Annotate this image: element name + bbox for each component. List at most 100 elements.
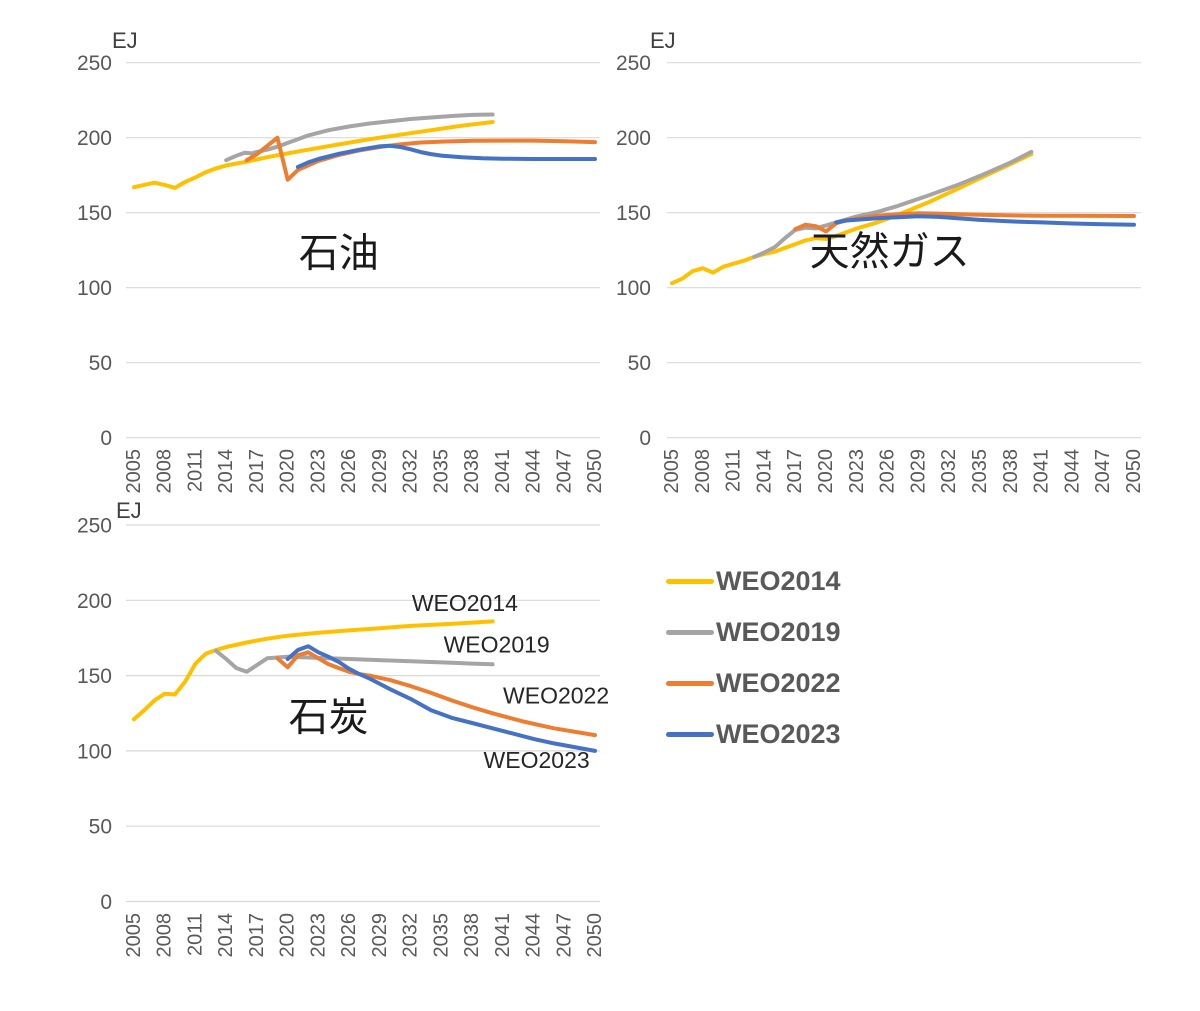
y-tick-label: 50 — [89, 352, 112, 375]
y-tick-label: 150 — [77, 202, 112, 225]
legend: WEO2014 WEO2019 WEO2022 WEO2023 — [666, 556, 841, 760]
x-tick-label: 2041 — [492, 913, 514, 958]
series-line-WEO2023 — [834, 214, 1136, 227]
series-label-WEO2022: WEO2022 — [503, 682, 609, 708]
y-tick-label: 250 — [616, 52, 651, 75]
x-tick-label: 2017 — [246, 449, 268, 494]
x-tick-label: 2041 — [1031, 449, 1053, 494]
x-tick-label: 2050 — [584, 449, 606, 494]
legend-label-weo2014: WEO2014 — [716, 566, 841, 596]
chart-oil: 0 50 100 150 200 250 2005 2008 2011 2014 2017 2020 2… — [77, 28, 606, 494]
series-label-WEO2023: WEO2023 — [484, 747, 590, 773]
series-line-WEO2019 — [224, 112, 495, 163]
x-tick-label: 2029 — [907, 449, 929, 494]
y-tick-label: 100 — [616, 277, 651, 300]
legend-item-weo2023: WEO2023 — [666, 709, 841, 760]
x-tick-label: 2026 — [877, 449, 899, 494]
y-tick-label: 0 — [100, 427, 112, 450]
legend-label-weo2023: WEO2023 — [716, 719, 841, 749]
x-tick-label: 2047 — [553, 449, 575, 494]
chart-gas: 0 50 100 150 200 250 2005 2008 2011 2014 2017 2020 2… — [616, 28, 1145, 494]
x-tick-label: 2017 — [784, 449, 806, 494]
x-tick-label: 2005 — [123, 449, 145, 494]
x-tick-label: 2026 — [338, 449, 360, 494]
x-tick-label: 2032 — [400, 913, 422, 958]
x-tick-label: 2005 — [123, 913, 145, 958]
y-tick-label: 200 — [77, 590, 112, 613]
x-tick-label: 2050 — [1123, 449, 1145, 494]
series-line-WEO2014 — [670, 152, 1034, 286]
legend-swatch-weo2014-line — [666, 579, 714, 584]
y-tick-label: 200 — [616, 127, 651, 150]
legend-swatch-weo2023-line — [666, 732, 714, 737]
x-tick-label: 2041 — [492, 449, 514, 494]
x-tick-label: 2038 — [461, 449, 483, 494]
x-tick-label: 2047 — [553, 913, 575, 958]
axis-unit-label: EJ — [650, 28, 676, 53]
x-tick-label: 2029 — [369, 913, 391, 958]
chart-title-coal: 石炭 — [289, 696, 369, 740]
series-label-WEO2014: WEO2014 — [412, 590, 518, 616]
legend-swatch-weo2022-line — [666, 681, 714, 686]
legend-item-weo2019: WEO2019 — [666, 607, 841, 658]
x-tick-label: 2023 — [307, 913, 329, 958]
y-tick-label: 0 — [639, 427, 651, 450]
x-tick-label: 2035 — [969, 449, 991, 494]
legend-label-weo2019: WEO2019 — [716, 617, 841, 647]
x-tick-label: 2044 — [1061, 449, 1083, 494]
y-tick-label: 200 — [77, 127, 112, 150]
x-tick-label: 2035 — [430, 913, 452, 958]
y-tick-label: 0 — [100, 891, 112, 914]
x-tick-label: 2029 — [369, 449, 391, 494]
series-line-WEO2023 — [285, 644, 597, 753]
x-tick-label: 2014 — [215, 449, 237, 494]
y-tick-label: 250 — [77, 52, 112, 75]
series-line-WEO2014 — [132, 120, 495, 190]
y-tick-label: 150 — [616, 202, 651, 225]
x-tick-label: 2008 — [154, 449, 176, 494]
y-tick-label: 250 — [77, 515, 112, 538]
series-line-WEO2014 — [132, 619, 495, 722]
series-line-WEO2022 — [793, 211, 1136, 234]
legend-swatch-weo2019-line — [666, 630, 714, 635]
x-tick-label: 2023 — [846, 449, 868, 494]
y-tick-label: 100 — [77, 740, 112, 763]
x-tick-label: 2038 — [1000, 449, 1022, 494]
y-tick-label: 50 — [628, 352, 651, 375]
axis-unit-label: EJ — [112, 28, 138, 53]
x-tick-label: 2038 — [461, 913, 483, 958]
legend-item-weo2014: WEO2014 — [666, 556, 841, 607]
x-tick-label: 2035 — [430, 449, 452, 494]
x-tick-label: 2005 — [661, 449, 683, 494]
y-tick-label: 100 — [77, 277, 112, 300]
x-tick-label: 2047 — [1092, 449, 1114, 494]
axis-unit-label: EJ — [116, 498, 142, 523]
chart-coal: 0 50 100 150 200 250 2005 2008 2011 2014 2017 2020 2… — [77, 498, 609, 958]
x-tick-label: 2017 — [246, 913, 268, 958]
x-tick-label: 2008 — [154, 913, 176, 958]
x-tick-label: 2050 — [584, 913, 606, 958]
x-tick-label: 2011 — [723, 449, 745, 492]
x-tick-label: 2011 — [184, 449, 206, 492]
series-line-WEO2022 — [275, 650, 597, 738]
x-tick-label: 2026 — [338, 913, 360, 958]
x-tick-label: 2044 — [523, 913, 545, 958]
x-tick-label: 2014 — [215, 913, 237, 958]
x-tick-label: 2008 — [692, 449, 714, 494]
series-label-WEO2019: WEO2019 — [444, 631, 550, 657]
x-tick-label: 2011 — [184, 913, 206, 956]
x-tick-label: 2020 — [815, 449, 837, 494]
x-tick-label: 2014 — [753, 449, 775, 494]
chart-title-gas: 天然ガス — [810, 230, 970, 274]
x-tick-label: 2032 — [400, 449, 422, 494]
x-tick-label: 2032 — [938, 449, 960, 494]
chart-title-oil: 石油 — [299, 232, 379, 276]
x-tick-label: 2020 — [277, 449, 299, 494]
x-tick-label: 2044 — [523, 449, 545, 494]
series-line-WEO2023 — [295, 143, 597, 169]
y-tick-label: 150 — [77, 665, 112, 688]
y-tick-label: 50 — [89, 816, 112, 839]
x-tick-label: 2023 — [307, 449, 329, 494]
